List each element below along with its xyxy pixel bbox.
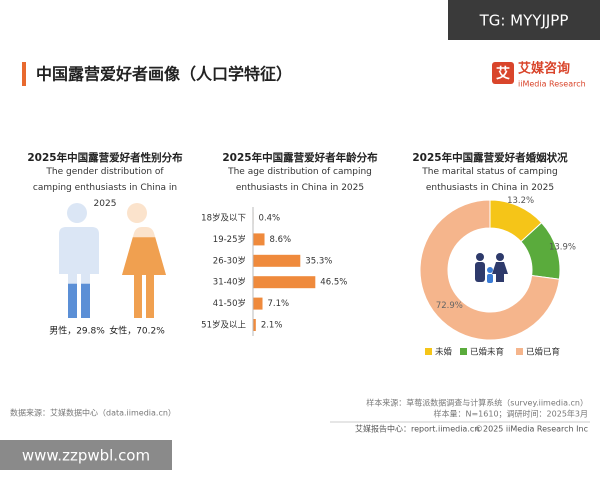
value-label: 女性，70.2% — [109, 325, 165, 337]
copyright: ©2025 iiMedia Research Inc — [475, 425, 588, 434]
category-label: 51岁及以上 — [201, 320, 246, 331]
value-label: 13.2% — [507, 196, 534, 206]
female-icon — [122, 203, 166, 318]
bar — [253, 276, 316, 289]
legend-swatch — [460, 348, 467, 355]
legend-swatch — [425, 348, 432, 355]
value-label: 72.9% — [436, 301, 463, 311]
family-icon — [475, 253, 508, 283]
legend-label: 未婚 — [435, 347, 453, 358]
category-label: 31-40岁 — [213, 277, 246, 288]
watermark: TG: MYYJJPP — [479, 12, 569, 30]
bar — [253, 297, 263, 310]
bar — [253, 233, 265, 246]
sample-size: 样本量：N=1610；调研时间：2025年3月 — [434, 409, 589, 419]
value-label: 8.6% — [270, 235, 292, 245]
sample-source: 样本来源：草莓派数据调查与计算系统（survey.iimedia.cn） — [366, 398, 588, 408]
logo-en: iiMedia Research — [518, 80, 586, 89]
logo-mark: 艾 — [496, 65, 510, 82]
value-label: 0.4% — [259, 214, 281, 224]
category-label: 41-50岁 — [213, 298, 246, 309]
chart-title: 2025年中国露营爱好者婚姻状况 — [412, 152, 568, 164]
value-label: 男性，29.8% — [49, 325, 105, 337]
bar — [253, 254, 301, 267]
chart-subtitle: The marital status of camping enthusiast… — [422, 167, 558, 193]
category-label: 18岁及以下 — [201, 213, 246, 224]
fill-level — [59, 283, 99, 318]
report-center: 艾媒报告中心：report.iimedia.cn — [355, 424, 479, 434]
value-label: 2.1% — [261, 321, 283, 331]
logo-icon — [492, 62, 514, 84]
chart-title: 2025年中国露营爱好者年龄分布 — [222, 152, 378, 164]
value-label: 46.5% — [320, 278, 347, 288]
page-title: 中国露营爱好者画像（人口学特征） — [36, 65, 292, 84]
title-accent — [22, 62, 26, 86]
donut-slice — [419, 199, 560, 341]
watermark-box — [448, 0, 600, 40]
watermark-box — [0, 440, 172, 470]
legend-label: 已婚已育 — [526, 347, 560, 358]
category-label: 19-25岁 — [213, 234, 246, 245]
chart-subtitle: The gender distribution of camping enthu… — [32, 167, 178, 209]
bar — [253, 319, 256, 331]
male-icon — [59, 203, 99, 318]
value-label: 35.3% — [305, 256, 332, 266]
category-label: 26-30岁 — [213, 255, 246, 266]
source: 数据来源：艾媒数据中心（data.iimedia.cn） — [10, 408, 176, 418]
value-label: 13.9% — [549, 243, 576, 253]
watermark: www.zzpwbl.com — [22, 447, 150, 465]
value-label: 7.1% — [268, 299, 290, 309]
chart-subtitle: The age distribution of camping enthusia… — [228, 167, 372, 193]
legend-label: 已婚未育 — [470, 347, 504, 358]
chart-title: 2025年中国露营爱好者性别分布 — [27, 152, 183, 164]
legend-swatch — [516, 348, 523, 355]
fill-level — [122, 237, 166, 318]
logo-cn: 艾媒咨询 — [518, 61, 570, 77]
